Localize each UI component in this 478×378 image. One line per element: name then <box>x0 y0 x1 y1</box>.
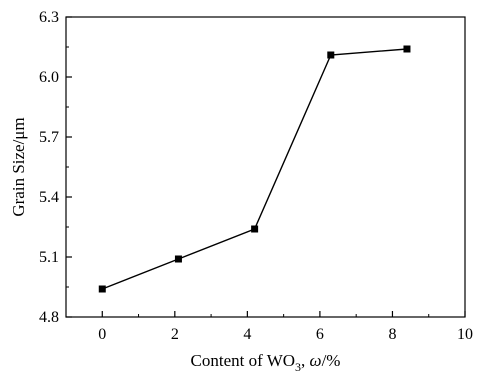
x-tick-label: 8 <box>388 326 396 343</box>
x-axis-title: Content of WO3, ω/% <box>191 351 341 374</box>
data-point <box>403 45 411 53</box>
x-tick-label: 4 <box>243 326 251 343</box>
x-axis-title-symbol: ω <box>310 351 322 370</box>
y-tick-label: 4.8 <box>39 309 59 326</box>
x-axis-title-subscript: 3 <box>295 360 301 374</box>
x-axis-title-prefix: Content of WO <box>191 351 296 370</box>
plot-frame <box>65 16 466 318</box>
data-point <box>174 255 182 263</box>
data-point <box>98 285 106 293</box>
series-line <box>102 48 408 290</box>
y-tick-label: 5.7 <box>39 129 59 146</box>
x-tick-label: 2 <box>171 326 179 343</box>
x-tick-label: 0 <box>98 326 106 343</box>
y-tick-label: 5.1 <box>39 249 59 266</box>
x-tick-label: 10 <box>457 326 473 343</box>
x-axis-title-separator: , <box>301 351 310 370</box>
y-axis-title: Grain Size/μm <box>9 117 28 216</box>
y-tick-label: 6.3 <box>39 9 59 26</box>
data-point <box>251 225 259 233</box>
y-tick-label: 5.4 <box>39 189 59 206</box>
x-axis-ticks: 0 2 4 6 8 10 <box>98 311 473 343</box>
y-tick-label: 6.0 <box>39 69 59 86</box>
y-axis-ticks: 4.8 5.1 5.4 5.7 6.0 6.3 <box>39 9 72 326</box>
x-axis-title-suffix: /% <box>322 351 341 370</box>
plot-area <box>65 16 466 318</box>
x-tick-label: 6 <box>316 326 324 343</box>
data-point <box>327 51 335 59</box>
series-layer <box>98 45 411 293</box>
